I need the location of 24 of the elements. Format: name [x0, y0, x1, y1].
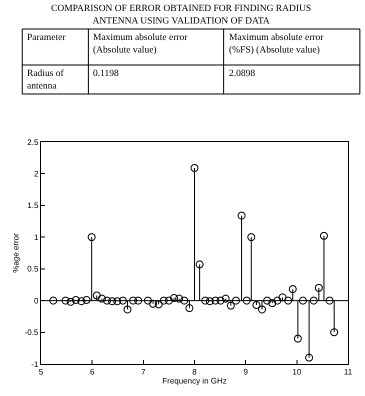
- text: Maximum absolute error (Absolute value): [93, 33, 188, 56]
- text: 0.1198: [93, 69, 120, 79]
- y-tick-label: 2.5: [27, 138, 39, 147]
- y-tick-label: 0: [34, 296, 39, 306]
- x-tick-label: 11: [344, 368, 353, 377]
- y-tick-label: 1.5: [27, 201, 39, 210]
- text: Parameter: [27, 33, 66, 43]
- y-tick-label: 1: [34, 232, 39, 242]
- x-tick-label: 6: [90, 368, 95, 377]
- text: 2.0898: [229, 69, 256, 79]
- y-tick-label: -0.5: [24, 328, 39, 338]
- y-tick-label: -1: [31, 360, 39, 369]
- y-axis-title: %age error: [11, 232, 20, 273]
- x-axis-title: Frequency in GHz: [162, 376, 227, 386]
- x-tick-label: 5: [38, 368, 44, 377]
- x-tick-label: 8: [192, 368, 198, 377]
- y-tick-label: 2: [34, 170, 39, 179]
- chart-title: COMPARISON OF ERROR OBTAINED FOR FINDING RADIUS ANTENNA USING VALIDATION OF DATA: [51, 4, 312, 26]
- text: Maximum absolute error (%FS) (Absolute value): [229, 33, 324, 56]
- text: Radius of antenna: [27, 69, 65, 92]
- x-tick-label: 7: [141, 368, 146, 377]
- x-tick-label: 10: [292, 368, 302, 377]
- y-tick-label: 0.5: [27, 264, 39, 274]
- x-tick-label: 9: [243, 368, 248, 377]
